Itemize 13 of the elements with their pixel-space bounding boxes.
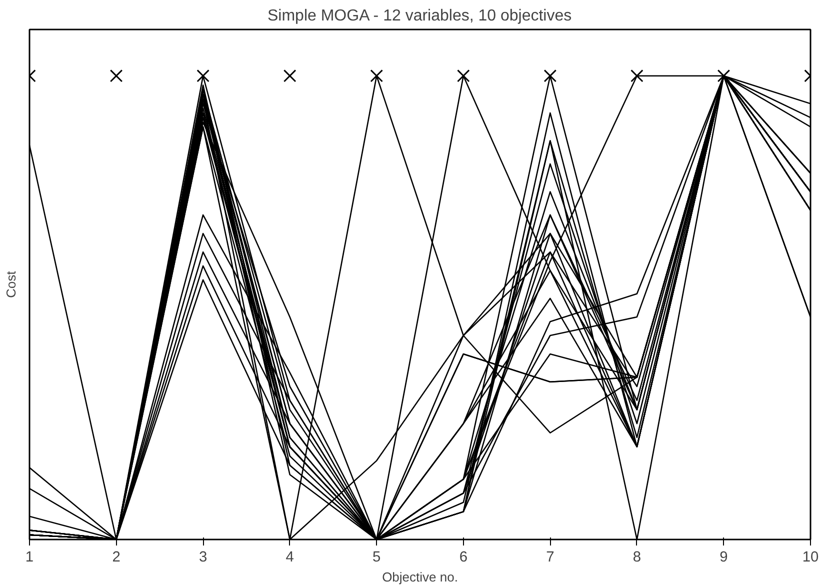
x-tick-label: 7 [546, 550, 554, 566]
x-tick-label: 4 [286, 550, 294, 566]
x-axis-title: Objective no. [382, 570, 458, 584]
chart-title: Simple MOGA - 12 variables, 10 objectives [267, 8, 572, 24]
x-tick-label: 5 [372, 550, 381, 566]
x-tick-label: 1 [25, 550, 34, 566]
y-axis-title: Cost [4, 270, 18, 298]
x-tick-label: 9 [720, 550, 728, 566]
x-tick-label: 6 [459, 550, 468, 566]
x-tick-label: 3 [198, 550, 208, 566]
x-tick-label: 8 [632, 550, 642, 566]
x-tick-label: 2 [112, 550, 120, 566]
x-tick-label: 10 [802, 550, 819, 566]
